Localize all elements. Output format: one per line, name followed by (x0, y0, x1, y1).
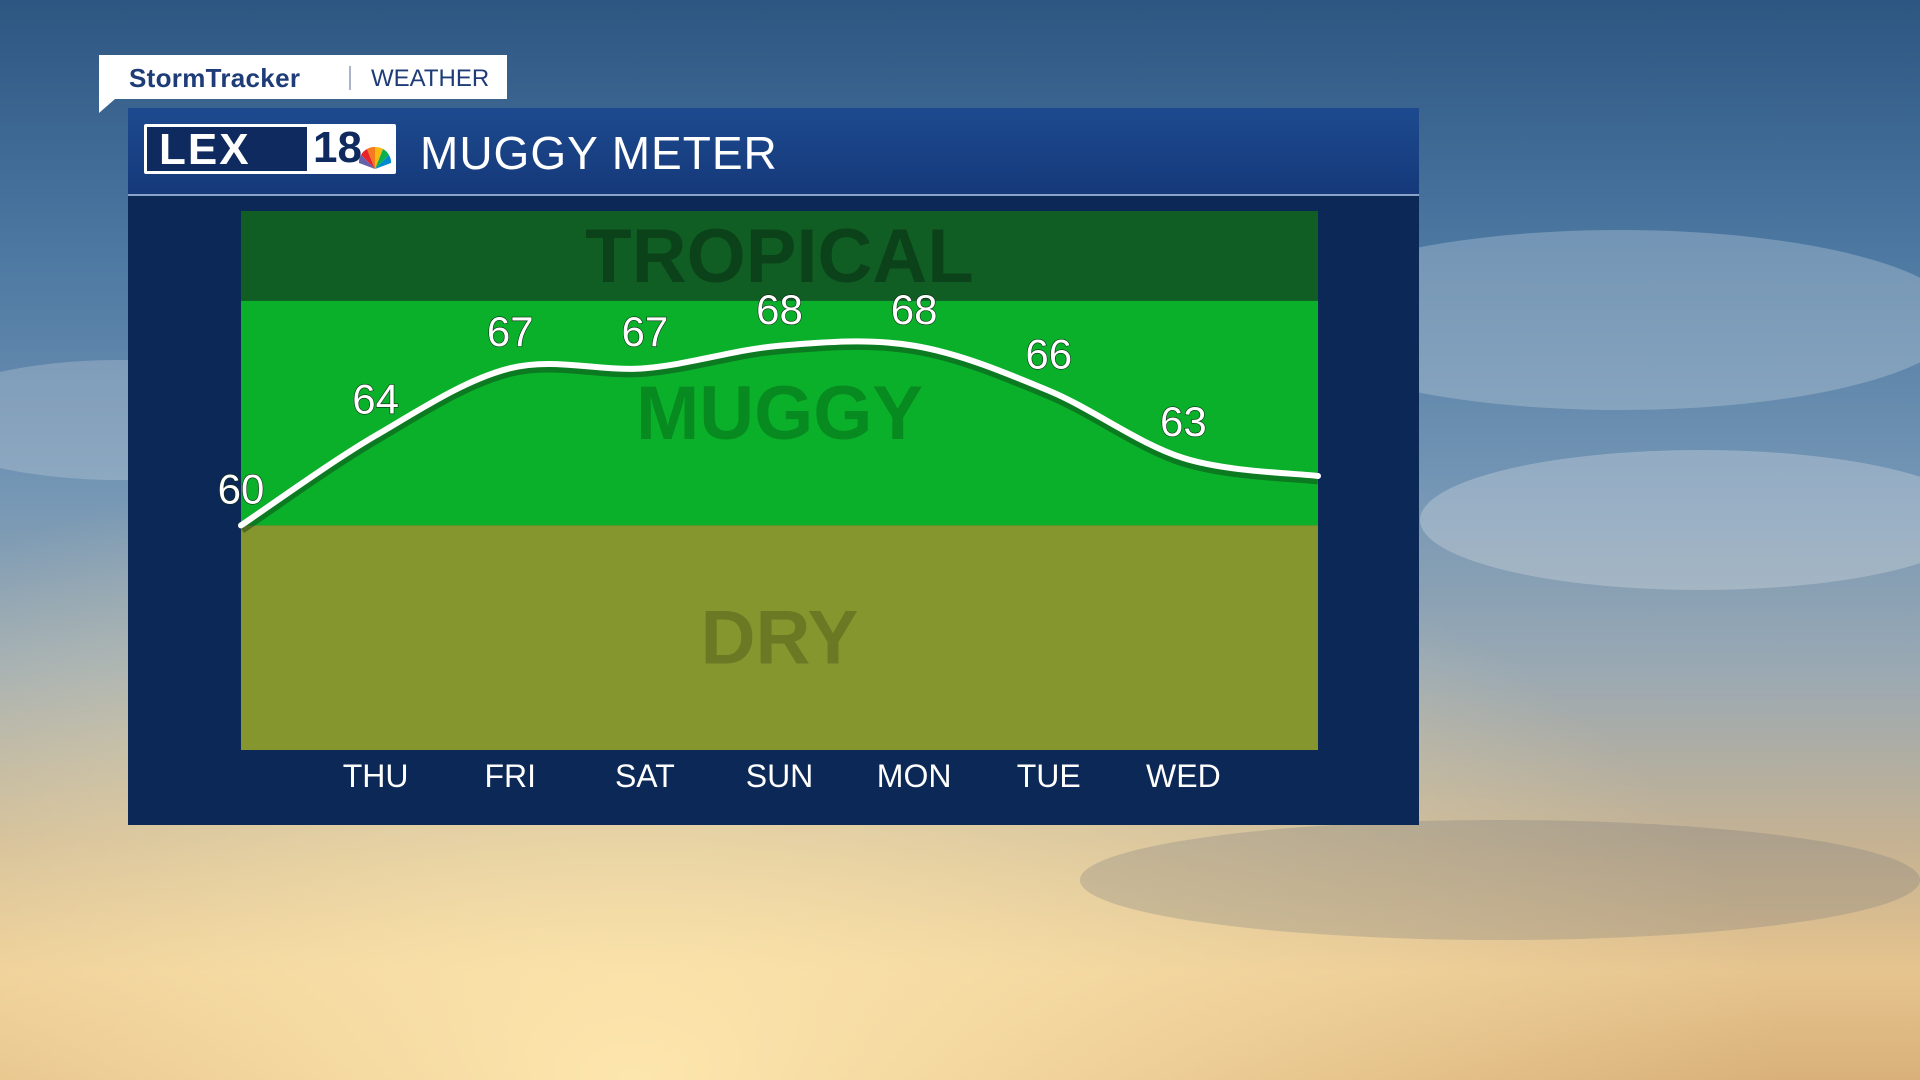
data-label: 64 (352, 376, 399, 423)
banner-tail (99, 99, 115, 113)
brand-divider (349, 66, 351, 90)
band-tropical (241, 211, 1318, 301)
band-label-tropical: TROPICAL (585, 214, 973, 299)
station-logo: LEX 18 (144, 124, 396, 174)
band-muggy (241, 300, 1318, 526)
x-tick-sun: SUN (746, 758, 814, 794)
band-label-muggy: MUGGY (636, 371, 923, 456)
x-tick-sat: SAT (615, 758, 675, 794)
x-tick-thu: THU (343, 758, 409, 794)
logo-number-box: 18 (307, 123, 396, 172)
band-dry (241, 525, 1318, 750)
data-label: 66 (1025, 331, 1072, 378)
data-label: 63 (1160, 398, 1207, 445)
band-label-dry: DRY (701, 596, 859, 681)
logo-text: LEX (159, 125, 251, 174)
x-tick-wed: WED (1146, 758, 1221, 794)
stormtracker-banner: StormTracker WEATHER (99, 55, 507, 99)
peacock-icon (358, 146, 392, 169)
data-label: 60 (218, 465, 265, 512)
data-label: 68 (891, 286, 938, 333)
x-tick-mon: MON (877, 758, 952, 794)
data-label: 67 (487, 308, 534, 355)
stormtracker-brand: StormTracker (129, 63, 301, 93)
dewpoint-line (238, 338, 1321, 529)
x-tick-fri: FRI (484, 758, 536, 794)
data-label: 67 (622, 308, 669, 355)
data-label: 68 (756, 286, 803, 333)
weather-label: WEATHER (371, 65, 490, 92)
chart-title: MUGGY METER (420, 127, 778, 179)
panel-header: LEX 18 MUGGY METER (128, 108, 1419, 196)
x-tick-tue: TUE (1017, 758, 1081, 794)
logo-number: 18 (313, 123, 362, 172)
